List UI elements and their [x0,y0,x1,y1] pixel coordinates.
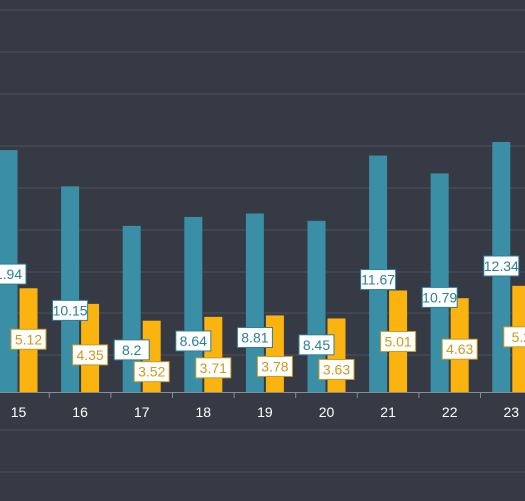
data-label-text: 5.12 [15,331,42,347]
x-tick-label: 18 [196,404,212,420]
data-label-series-1: 8.81 [236,327,273,349]
data-label-series-1: 8.2 [113,339,150,361]
bar-series-1 [61,186,80,392]
data-label-box [0,263,27,285]
data-label-text: 11.67 [361,272,395,288]
data-label-series-1: 8.45 [298,334,335,356]
x-tick-label: 21 [380,404,396,420]
data-label-text: 3.52 [138,364,165,380]
data-label-box [421,286,458,308]
data-label-box [360,269,397,291]
data-label-text: 3.78 [261,358,288,374]
bar-series-2 [204,316,223,392]
data-label-box [503,326,525,348]
x-tick-label: 17 [134,404,150,420]
data-label-series-2: 3.52 [133,361,170,383]
data-label-series-1: 10.79 [421,286,458,308]
data-label-series-2: 4.63 [441,338,478,360]
data-label-box [318,358,355,380]
data-label-box [236,327,273,349]
data-label-text: 5.01 [384,334,411,350]
x-tick-label: 23 [504,404,520,420]
data-label-box [441,338,478,360]
data-label-box [175,330,212,352]
data-label-text: 8.81 [241,330,268,346]
data-label-series-2: 3.71 [195,357,232,379]
data-label-text: 8.45 [303,337,330,353]
bar-series-2 [265,315,284,392]
data-label-series-2: 5.12 [10,328,47,350]
x-tick-label: 19 [257,404,273,420]
data-label-series-2: 5.2 [503,326,525,348]
data-label-box [10,328,47,350]
data-label-text: 10.79 [422,289,457,305]
data-label-text: 4.35 [76,347,103,363]
x-tick-label: 16 [72,404,88,420]
data-label-series-1: 12.34 [483,255,520,277]
bar-series-1 [430,173,449,392]
data-label-text: 8.64 [180,333,207,349]
data-label-box [133,361,170,383]
data-label-series-2: 3.78 [256,355,293,377]
data-label-series-2: 5.01 [380,331,417,353]
data-label-text: 4.63 [446,341,473,357]
data-label-box [113,339,150,361]
data-label-box [52,299,89,321]
data-label-box [483,255,520,277]
data-label-series-2: 3.63 [318,358,355,380]
data-label-text: 1.94 [0,266,22,282]
data-label-text: 8.2 [122,342,142,358]
data-label-series-2: 4.35 [72,344,109,366]
data-label-text: 10.15 [53,302,88,318]
data-label-box [298,334,335,356]
x-tick-label: 20 [319,404,335,420]
data-label-text: 5.2 [512,329,525,345]
x-tick-label: 22 [442,404,458,420]
x-tick-label: 15 [11,404,27,420]
data-label-box [72,344,109,366]
data-label-series-1: 10.15 [52,299,89,321]
data-label-text: 12.34 [484,258,519,274]
data-label-series-1: 1.94 [0,263,27,285]
data-label-series-1: 8.64 [175,330,212,352]
data-label-box [380,331,417,353]
data-label-series-1: 11.67 [360,269,397,291]
data-label-box [256,355,293,377]
data-label-text: 3.63 [323,361,350,377]
data-label-text: 3.71 [200,360,227,376]
data-label-box [195,357,232,379]
